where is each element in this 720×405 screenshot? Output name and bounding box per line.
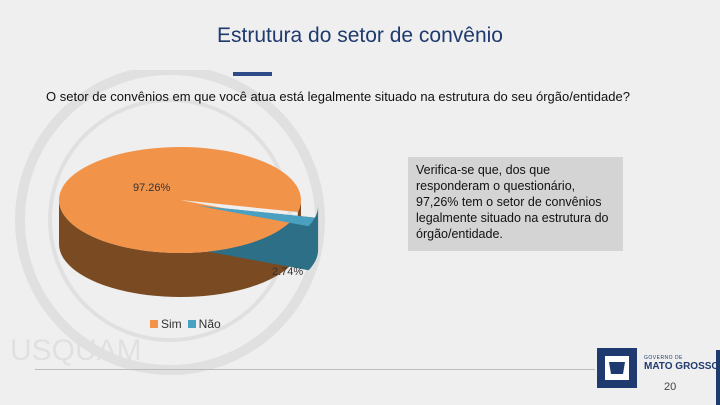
legend-label-nao: Não xyxy=(198,317,221,331)
title-underline xyxy=(233,72,272,76)
legend-swatch-nao xyxy=(187,320,196,328)
watermark-text: USQUAM xyxy=(10,334,142,367)
legend-label-sim: Sim xyxy=(161,317,182,331)
chart-legend: Sim Não xyxy=(150,317,221,331)
page-number: 20 xyxy=(664,381,677,393)
survey-question: O setor de convênios em que você atua es… xyxy=(46,89,630,104)
footer-divider xyxy=(35,369,595,370)
brand-small: GOVERNO DE xyxy=(644,355,683,361)
government-logo xyxy=(597,348,637,388)
legend-swatch-sim xyxy=(150,320,158,328)
pie-slice-sim xyxy=(58,147,301,254)
watermark-seal: USQUAM xyxy=(10,70,325,375)
slide-title: Estrutura do setor de convênio xyxy=(216,24,503,47)
pie-slice-nao xyxy=(197,205,315,227)
brand: GOVERNO DE MATO GROSSO xyxy=(644,355,719,372)
callout-box: Verifica-se que, dos que responderam o q… xyxy=(408,157,623,251)
pie-side-sim xyxy=(59,200,292,297)
right-accent-bar xyxy=(716,350,720,405)
data-label-sim: 97.26% xyxy=(133,182,171,194)
brand-name: MATO GROSSO xyxy=(644,361,720,372)
data-label-nao: 2.74% xyxy=(272,266,303,278)
